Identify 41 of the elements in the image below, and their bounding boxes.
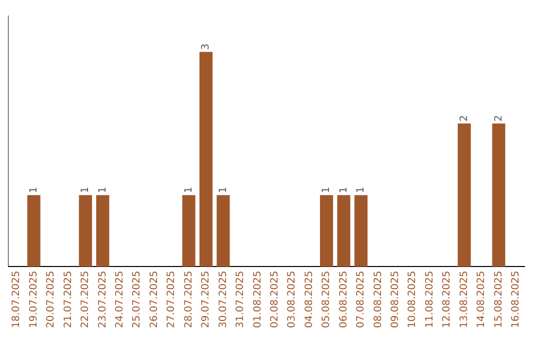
x-tick-label: 09.08.2025 [390, 270, 401, 328]
data-label: 2 [493, 115, 504, 122]
x-tick-label: 20.07.2025 [46, 270, 57, 328]
x-tick-label: 21.07.2025 [62, 270, 74, 328]
x-tick-label: 18.07.2025 [11, 270, 22, 328]
x-tick-label: 02.08.2025 [269, 270, 280, 328]
data-label: 3 [200, 43, 212, 50]
x-tick-label: 08.08.2025 [372, 270, 384, 328]
data-label: 1 [28, 186, 40, 194]
data-label: 2 [458, 115, 470, 122]
x-tick-label: 04.08.2025 [304, 270, 315, 328]
data-label: 1 [80, 186, 92, 194]
x-tick-label: 27.07.2025 [166, 270, 178, 328]
x-tick-label: 24.07.2025 [114, 270, 126, 328]
x-tick-label: 03.08.2025 [286, 270, 298, 328]
x-tick-label: 12.08.2025 [442, 270, 453, 328]
data-label: 1 [183, 186, 194, 194]
data-label: 1 [97, 186, 108, 194]
data-label: 1 [338, 186, 350, 194]
x-tick-label: 19.07.2025 [28, 270, 40, 328]
x-tick-label: 28.07.2025 [183, 270, 194, 328]
x-tick-label: 07.08.2025 [356, 270, 367, 328]
x-tick-label: 14.08.2025 [476, 270, 488, 328]
data-label: 1 [218, 186, 229, 194]
x-tick-label: 31.07.2025 [235, 270, 246, 328]
x-tick-label: 25.07.2025 [132, 270, 143, 328]
data-label: 1 [321, 186, 332, 194]
x-tick-label: 05.08.2025 [321, 270, 332, 328]
x-tick-label: 10.08.2025 [407, 270, 418, 328]
x-tick-label: 26.07.2025 [148, 270, 160, 328]
data-label: 1 [356, 186, 367, 194]
x-tick-label: 15.08.2025 [493, 270, 504, 328]
x-tick-label: 13.08.2025 [458, 270, 470, 328]
x-tick-label: 23.07.2025 [97, 270, 108, 328]
x-tick-label: 01.08.2025 [252, 270, 264, 328]
x-tick-label: 22.07.2025 [80, 270, 92, 328]
x-tick-label: 06.08.2025 [338, 270, 350, 328]
x-tick-label: 16.08.2025 [510, 270, 522, 328]
x-tick-label: 11.08.2025 [424, 270, 436, 328]
x-tick-label: 30.07.2025 [218, 270, 229, 328]
x-tick-label: 29.07.2025 [200, 270, 212, 328]
